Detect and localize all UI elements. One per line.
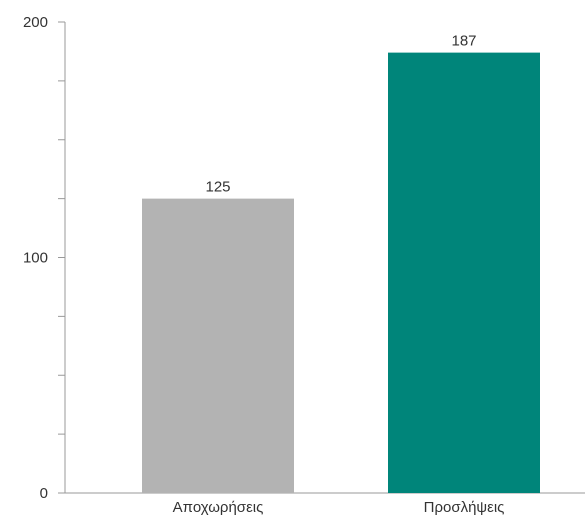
bar-1 xyxy=(142,198,294,493)
data-label-2: 187 xyxy=(451,33,476,50)
bar-2 xyxy=(388,52,540,494)
data-label-1: 125 xyxy=(205,179,230,196)
data-labels: 125 187 xyxy=(205,33,476,196)
y-tick-label-0: 0 xyxy=(40,485,48,502)
bars xyxy=(142,52,540,494)
category-label-1: Αποχωρήσεις xyxy=(173,499,264,516)
category-labels: Αποχωρήσεις Προσλήψεις xyxy=(173,499,505,516)
category-label-2: Προσλήψεις xyxy=(424,499,505,516)
y-tick-label-200: 200 xyxy=(23,14,48,31)
y-tick-label-100: 100 xyxy=(23,250,48,267)
y-axis: 0 100 200 xyxy=(23,14,66,502)
